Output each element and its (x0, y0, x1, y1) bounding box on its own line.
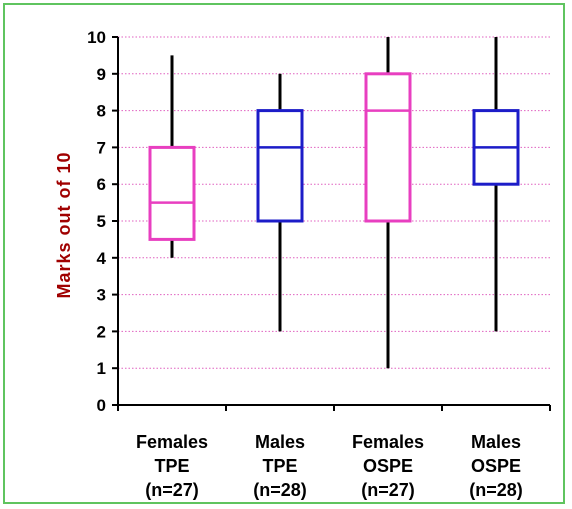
x-category-label: OSPE (471, 456, 521, 476)
x-category-label: Males (255, 432, 305, 452)
y-tick-label: 3 (97, 286, 106, 305)
y-tick-label: 7 (97, 138, 106, 157)
x-category-label: (n=28) (469, 480, 523, 500)
box-plot-3 (364, 37, 412, 369)
y-tick-label: 1 (97, 359, 106, 378)
label-layer: 0 1 2 3 4 5 6 7 8 9 10 Females TPE (n=27) Males TPE (n=2… (87, 28, 523, 500)
y-axis-label: Marks out of 10 (54, 151, 74, 298)
y-tick-label: 5 (97, 212, 106, 231)
x-category-label: Males (471, 432, 521, 452)
box-plot-4 (472, 37, 520, 332)
x-category-label: (n=28) (253, 480, 307, 500)
x-category-label: TPE (154, 456, 189, 476)
y-tick-label: 8 (97, 102, 106, 121)
x-category-label: Females (352, 432, 424, 452)
x-category-label: (n=27) (145, 480, 199, 500)
iqr-box (364, 72, 412, 223)
y-tick-label: 10 (87, 28, 106, 47)
axis-layer (112, 36, 551, 411)
y-tick-label: 4 (97, 249, 107, 268)
iqr-box (256, 109, 304, 223)
y-tick-label: 2 (97, 322, 106, 341)
x-category-label: TPE (262, 456, 297, 476)
x-category-label: Females (136, 432, 208, 452)
y-tick-label: 0 (97, 396, 106, 415)
iqr-box (148, 145, 196, 241)
box-plot-2 (256, 73, 304, 332)
y-tick-label: 9 (97, 65, 106, 84)
y-tick-label: 6 (97, 175, 106, 194)
x-category-label: (n=27) (361, 480, 415, 500)
x-category-label: OSPE (363, 456, 413, 476)
chart-frame (3, 3, 565, 504)
box-layer (148, 37, 520, 369)
box-plot-1 (148, 55, 196, 258)
